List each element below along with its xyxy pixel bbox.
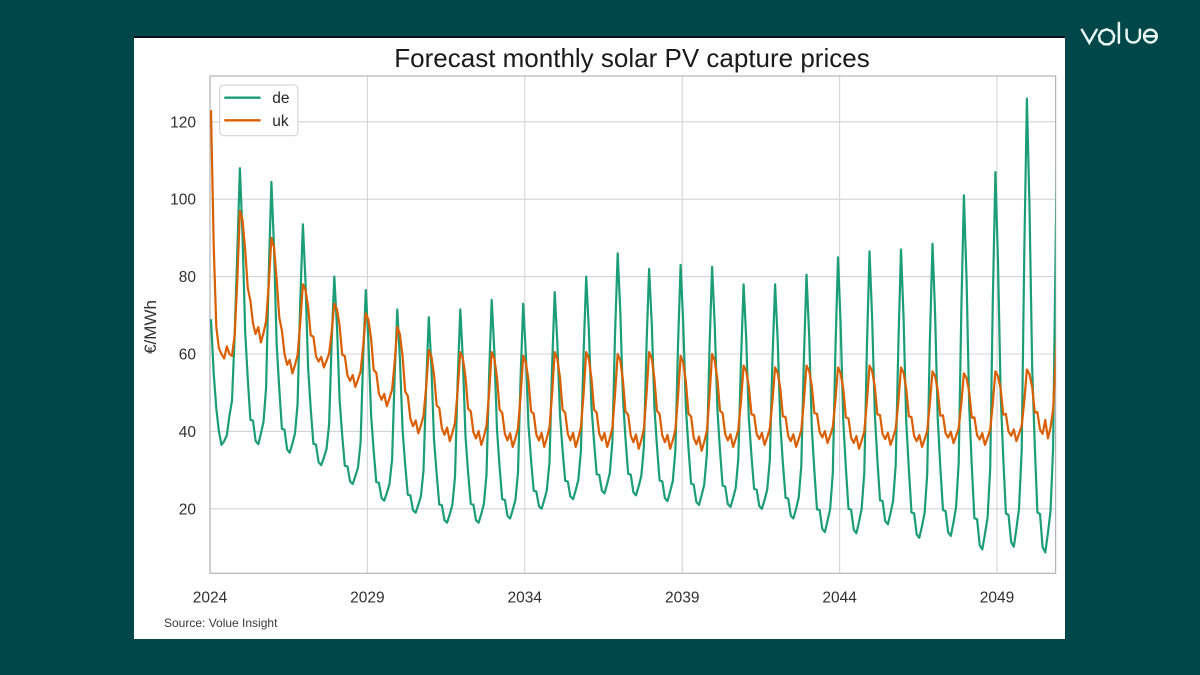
svg-text:2049: 2049 bbox=[980, 589, 1014, 606]
svg-text:100: 100 bbox=[170, 192, 196, 209]
svg-text:2024: 2024 bbox=[193, 589, 228, 606]
svg-text:2029: 2029 bbox=[350, 589, 384, 606]
svg-text:de: de bbox=[272, 90, 289, 107]
svg-text:uk: uk bbox=[272, 113, 289, 130]
svg-text:20: 20 bbox=[179, 501, 197, 518]
svg-text:40: 40 bbox=[179, 424, 197, 441]
svg-text:120: 120 bbox=[170, 114, 196, 131]
svg-text:60: 60 bbox=[179, 347, 197, 364]
svg-text:Source: Volue Insight: Source: Volue Insight bbox=[164, 616, 278, 630]
svg-text:2044: 2044 bbox=[822, 589, 857, 606]
svg-text:80: 80 bbox=[179, 269, 197, 286]
svg-text:2034: 2034 bbox=[508, 589, 543, 606]
svg-text:Forecast monthly solar PV capt: Forecast monthly solar PV capture prices bbox=[394, 43, 869, 73]
svg-text:2039: 2039 bbox=[665, 589, 699, 606]
svg-text:€/MWh: €/MWh bbox=[141, 300, 160, 354]
